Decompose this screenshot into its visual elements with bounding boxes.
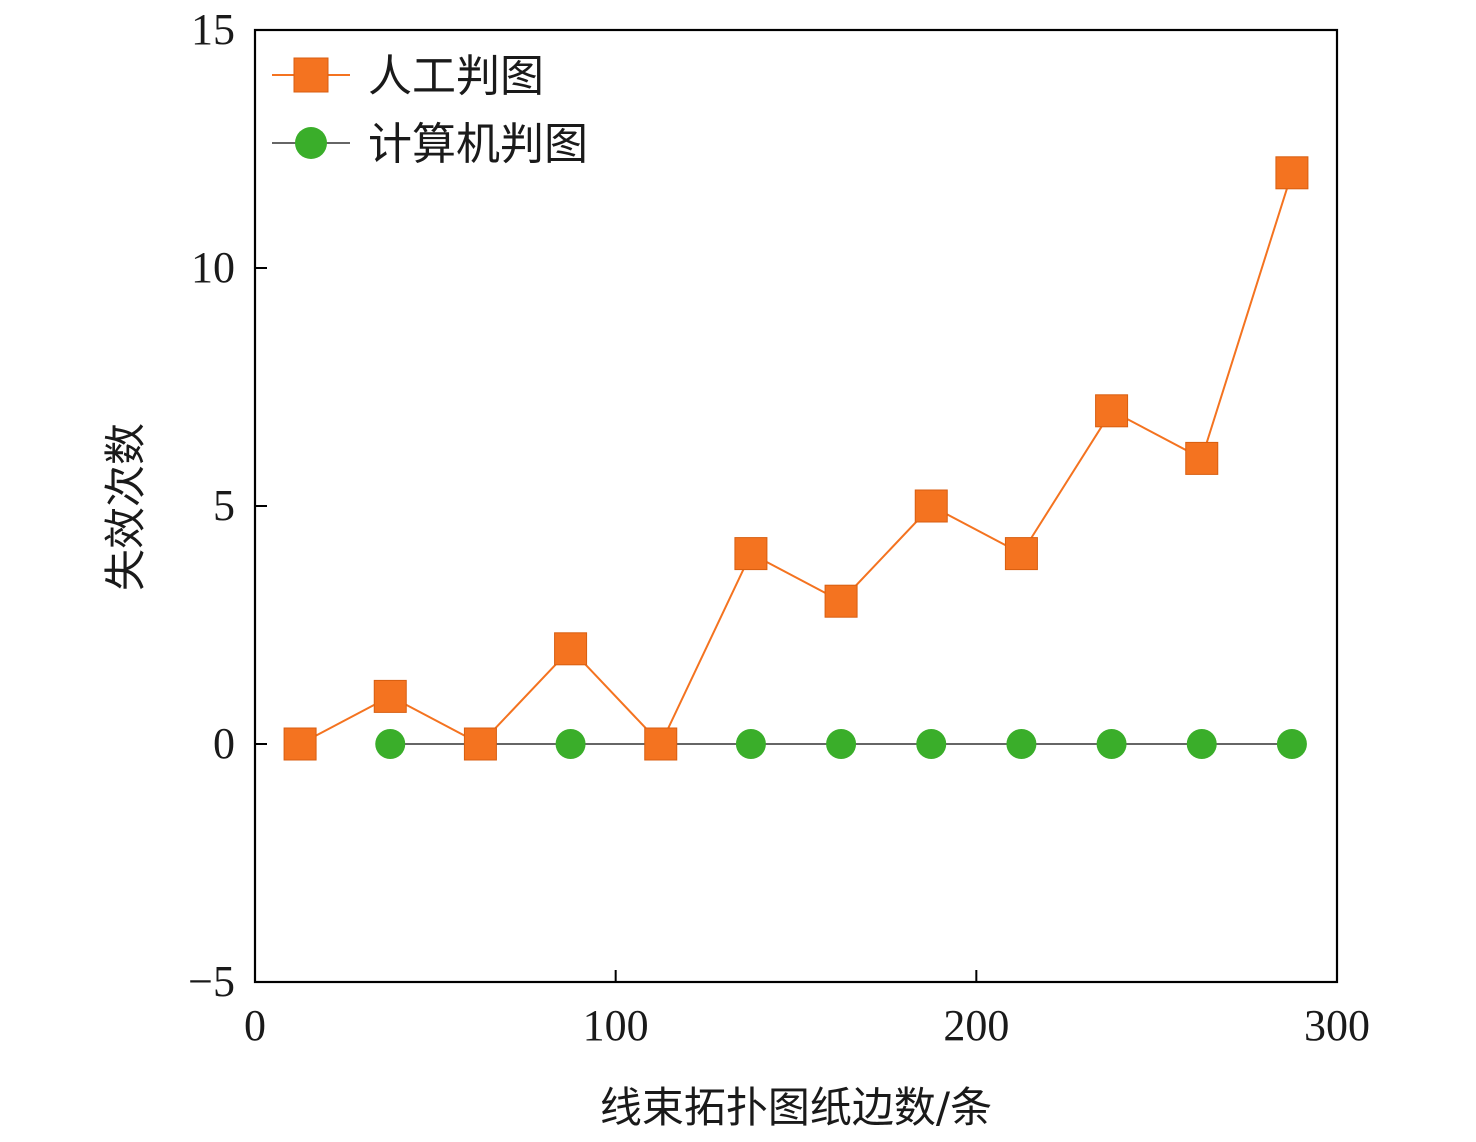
computer-data-point: [826, 729, 857, 759]
manual-data-point: [824, 584, 858, 618]
y-tick-label: 10: [191, 243, 235, 292]
y-tick-label: 0: [213, 719, 235, 768]
series-layer: [283, 156, 1309, 761]
x-tick-label: 100: [583, 1001, 649, 1050]
manual-data-point: [1275, 156, 1309, 190]
legend-entry: 人工判图: [272, 51, 544, 102]
legend-square-marker: [293, 57, 329, 93]
y-axis-title: 失效次数: [101, 423, 150, 591]
y-tick-label: 15: [191, 5, 235, 54]
legend-label: 计算机判图: [368, 119, 588, 170]
computer-data-point: [1096, 729, 1127, 759]
legend-label: 人工判图: [368, 51, 544, 102]
manual-data-point: [1095, 394, 1129, 428]
legend-circle-marker: [295, 127, 327, 159]
manual-data-point: [644, 727, 678, 761]
y-tick-label: 5: [213, 481, 235, 530]
manual-data-point: [554, 632, 588, 666]
y-tick-label: −5: [188, 957, 235, 1006]
x-axis-title: 线束拓扑图纸边数/条: [600, 1083, 992, 1132]
computer-data-point: [375, 729, 406, 759]
manual-data-point: [373, 679, 407, 713]
manual-data-point: [1185, 441, 1219, 475]
manual-data-point: [1004, 537, 1038, 571]
manual-data-point: [734, 537, 768, 571]
computer-data-point: [735, 729, 766, 759]
x-tick-label: 200: [943, 1001, 1009, 1050]
manual-data-point: [463, 727, 497, 761]
x-tick-label: 300: [1304, 1001, 1370, 1050]
computer-data-point: [1276, 729, 1307, 759]
computer-data-point: [1006, 729, 1037, 759]
computer-data-point: [916, 729, 947, 759]
manual-data-point: [283, 727, 317, 761]
computer-data-point: [555, 729, 586, 759]
computer-data-point: [1186, 729, 1217, 759]
legend-entry: 计算机判图: [272, 119, 588, 170]
manual-data-point: [914, 489, 948, 523]
x-tick-label: 0: [244, 1001, 266, 1050]
manual-series: [283, 156, 1309, 761]
computer-series: [375, 729, 1307, 759]
